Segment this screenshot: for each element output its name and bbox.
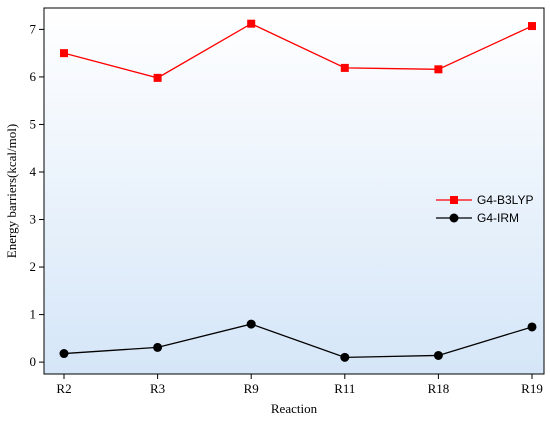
x-tick-label: R18 (428, 381, 450, 396)
y-axis: 0 1 2 3 4 5 6 7 (30, 21, 44, 369)
legend: G4-B3LYP G4-IRM (436, 193, 533, 225)
plot-frame (43, 7, 545, 375)
legend-label: G4-B3LYP (477, 193, 533, 207)
legend-marker (450, 196, 458, 204)
x-axis-title: Reaction (271, 401, 318, 416)
legend-label: G4-IRM (477, 211, 519, 225)
plot-area (44, 8, 544, 374)
y-tick-label: 7 (30, 21, 37, 36)
data-point (340, 352, 350, 362)
data-point (527, 322, 537, 332)
series-line-1 (63, 323, 533, 359)
y-axis-title: Energy barriers(kcal/mol) (4, 124, 19, 258)
x-tick-label: R19 (521, 381, 543, 396)
data-point (528, 22, 536, 31)
y-tick-label: 6 (30, 69, 37, 84)
data-point (60, 49, 68, 58)
data-point (434, 65, 443, 74)
x-tick-label: R2 (56, 381, 71, 396)
data-point (153, 342, 163, 352)
x-tick-label: R3 (150, 381, 165, 396)
y-tick-label: 2 (30, 259, 37, 274)
y-tick-label: 4 (30, 164, 37, 179)
data-point (433, 350, 443, 360)
y-tick-label: 3 (30, 212, 37, 227)
y-tick-label: 5 (30, 116, 37, 131)
y-tick-label: 0 (30, 354, 37, 369)
x-tick-label: R9 (244, 381, 259, 396)
data-point (153, 73, 162, 82)
data-point (59, 349, 69, 359)
x-axis: R2 R3 R9 R11 R18 R19 (56, 374, 543, 396)
series-layer (59, 19, 537, 362)
x-tick-label: R11 (334, 381, 355, 396)
legend-marker (449, 213, 459, 223)
series-line-0 (63, 22, 533, 79)
data-point (246, 319, 256, 329)
data-point (340, 63, 349, 72)
y-tick-label: 1 (30, 307, 37, 322)
data-point (247, 19, 256, 28)
